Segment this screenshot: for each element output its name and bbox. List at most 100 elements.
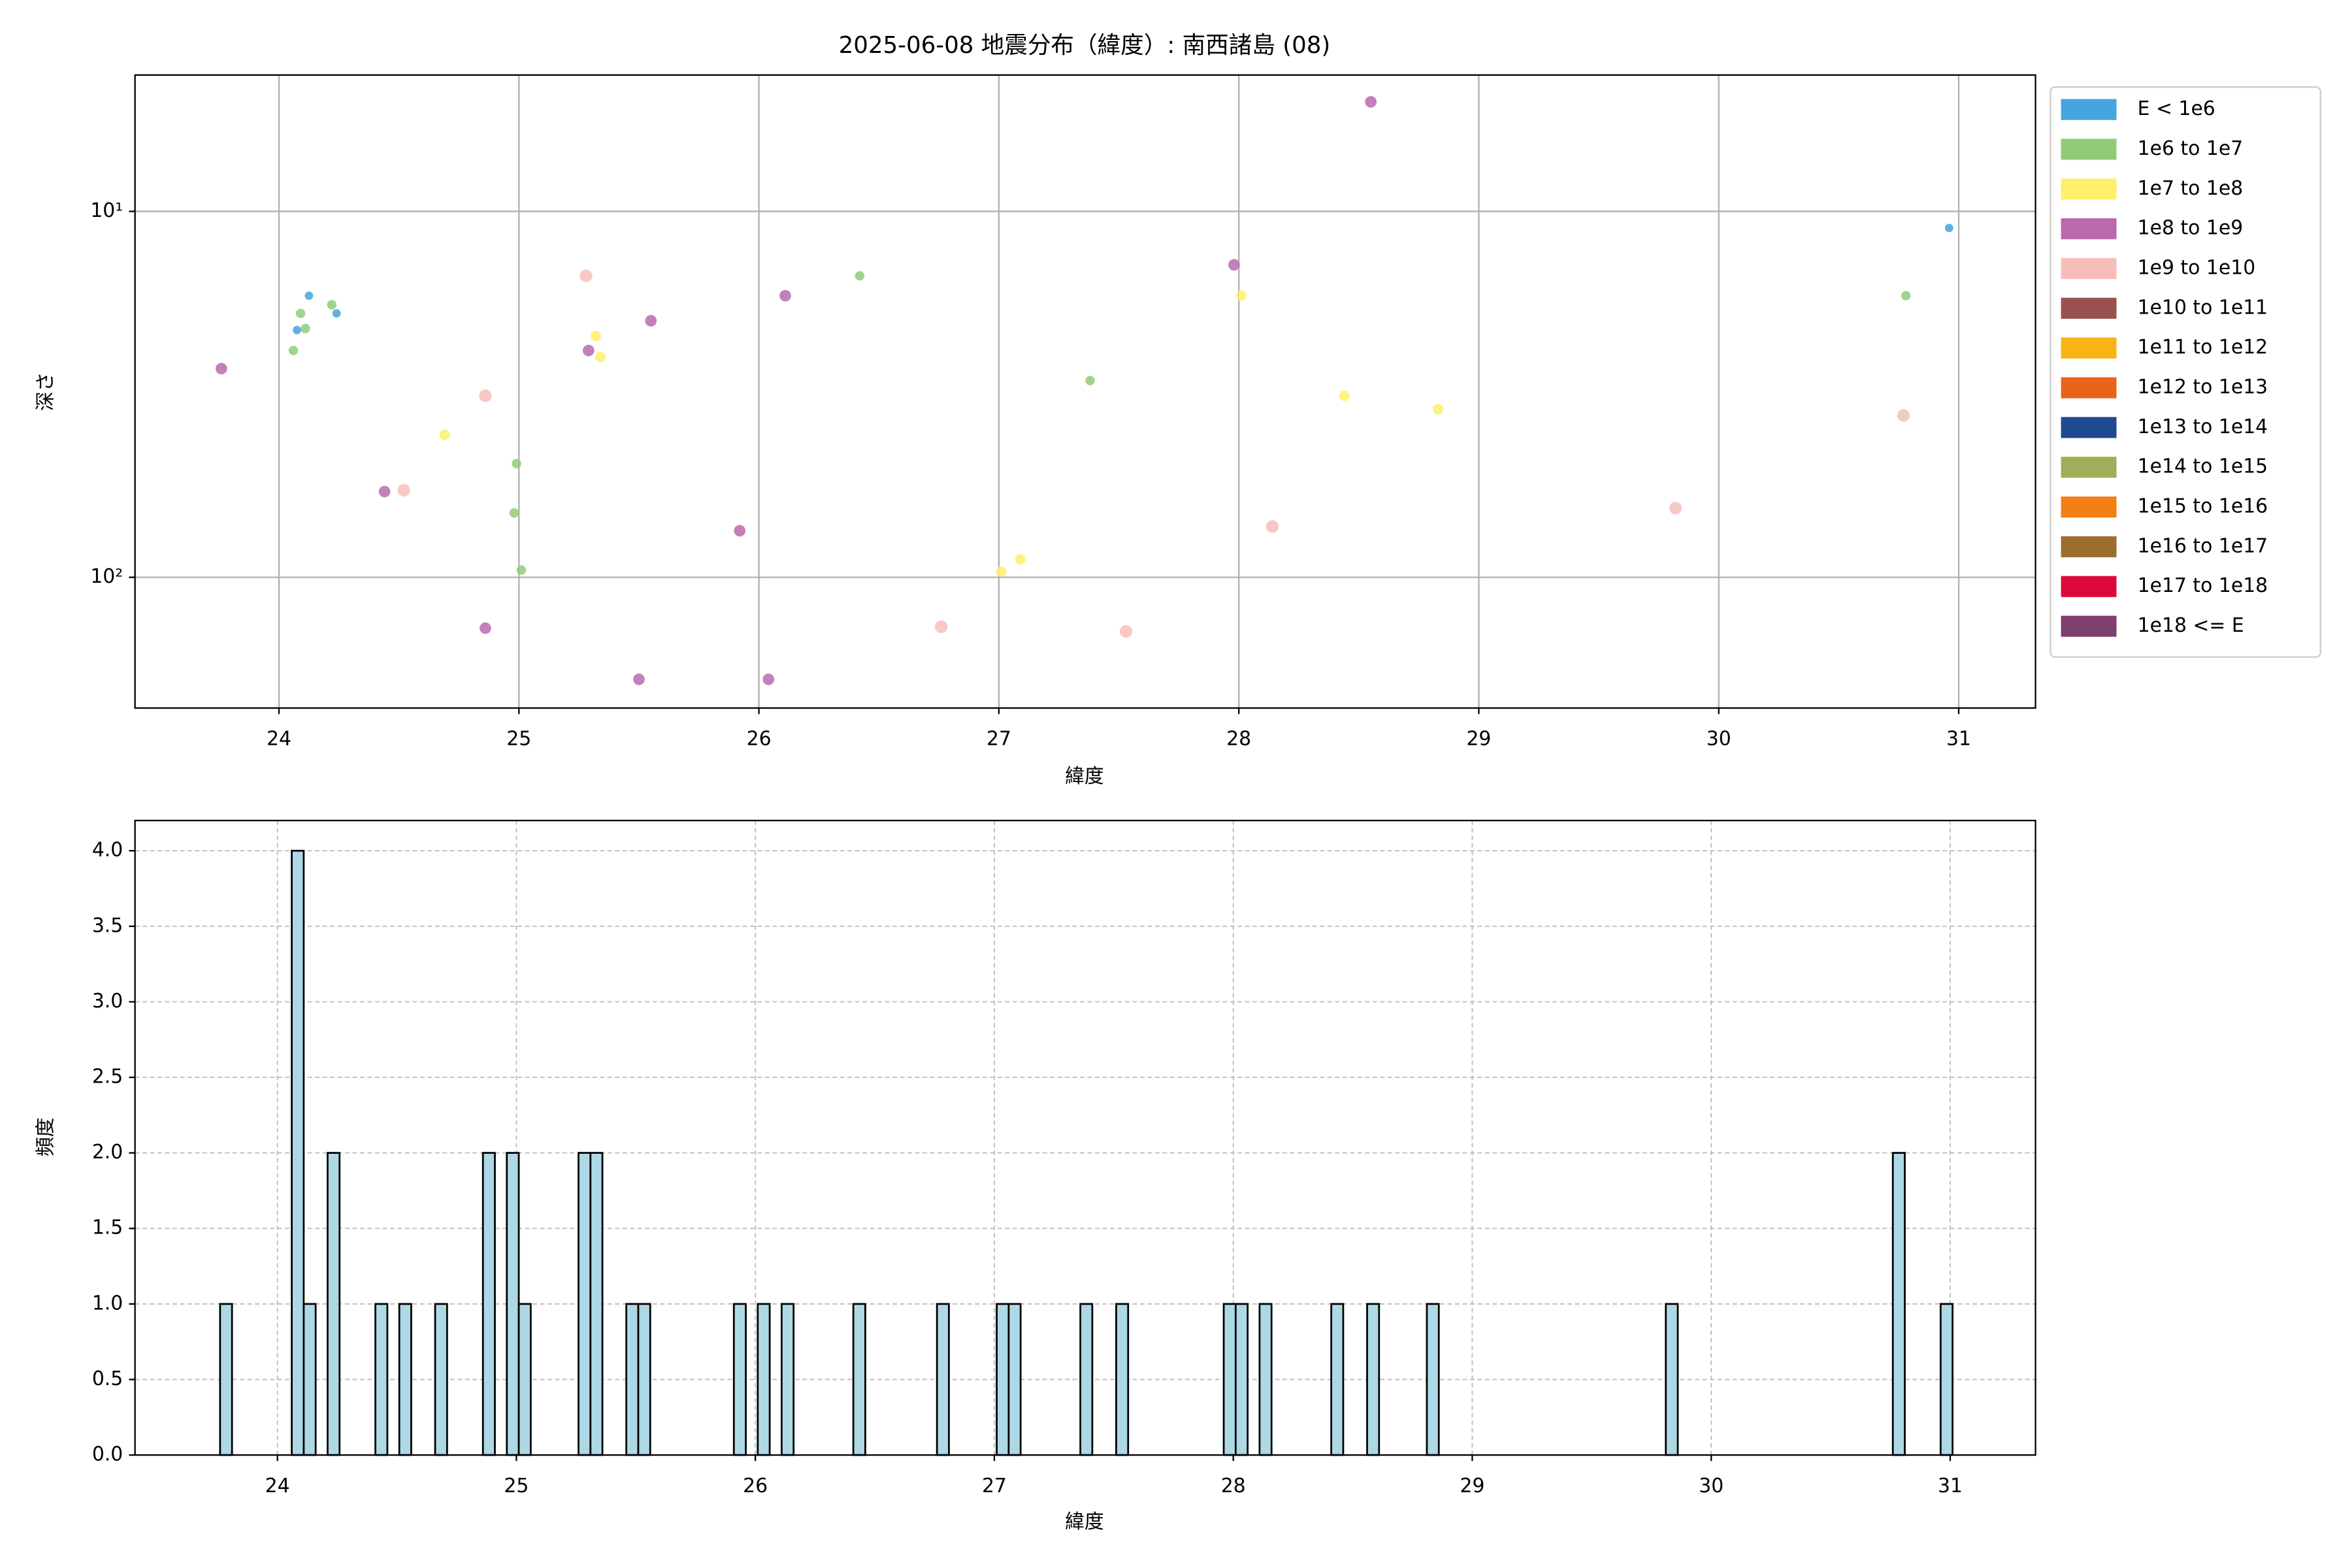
histogram-bar xyxy=(1234,1303,1249,1456)
scatter-point xyxy=(633,673,645,685)
legend-swatch xyxy=(2061,457,2117,478)
y-tick-label: 10² xyxy=(90,565,123,588)
x-tick-label: 25 xyxy=(504,1475,529,1497)
histogram-bar xyxy=(374,1303,389,1456)
histogram-bar xyxy=(1258,1303,1273,1456)
x-tick-label: 31 xyxy=(1938,1475,1963,1497)
legend-swatch xyxy=(2061,536,2117,557)
scatter-point xyxy=(590,331,601,342)
axes-frame xyxy=(134,74,2036,709)
histogram-bar xyxy=(1939,1303,1954,1456)
x-tick-label: 30 xyxy=(1707,727,1731,750)
histogram-bar xyxy=(398,1303,412,1456)
histogram-bar xyxy=(852,1303,866,1456)
histogram-bar xyxy=(781,1303,795,1456)
histogram-bar xyxy=(506,1152,520,1456)
histogram-bar xyxy=(757,1303,771,1456)
scatter-point xyxy=(304,291,314,301)
y-tick-label: 2.0 xyxy=(92,1141,123,1164)
scatter-point xyxy=(509,508,519,518)
scatter-point xyxy=(595,351,606,363)
scatter-point xyxy=(1085,376,1095,385)
scatter-point xyxy=(332,309,341,318)
scatter-point xyxy=(996,566,1007,577)
legend-label: 1e10 to 1e11 xyxy=(2138,296,2268,319)
histogram-bar xyxy=(482,1152,496,1456)
y-tick-label: 0.0 xyxy=(92,1443,123,1466)
histogram-bar xyxy=(517,1303,532,1456)
legend-swatch xyxy=(2061,337,2117,359)
legend-label: 1e8 to 1e9 xyxy=(2138,217,2244,240)
scatter-point xyxy=(516,565,527,575)
plot-area xyxy=(135,74,2036,708)
scatter-point xyxy=(935,620,948,633)
histogram-bar xyxy=(1330,1303,1345,1456)
scatter-point xyxy=(301,323,310,334)
legend-label: E < 1e6 xyxy=(2138,97,2215,120)
y-axis-label: 深さ xyxy=(35,372,57,411)
histogram-bar xyxy=(625,1303,640,1456)
legend-swatch xyxy=(2061,576,2117,597)
x-tick-label: 28 xyxy=(1226,727,1251,750)
histogram-bar xyxy=(434,1303,448,1456)
histogram-bar xyxy=(219,1303,233,1456)
scatter-point xyxy=(1669,502,1682,515)
scatter-point xyxy=(1119,625,1133,638)
x-tick-label: 25 xyxy=(506,727,531,750)
scatter-point xyxy=(1944,223,1953,233)
scatter-point xyxy=(512,459,521,468)
legend-box xyxy=(2050,86,2321,658)
axes-frame xyxy=(134,819,2036,1456)
y-tick-label: 1.5 xyxy=(92,1217,123,1239)
histogram-bar xyxy=(996,1303,1010,1456)
scatter-point xyxy=(293,325,301,335)
x-tick-label: 26 xyxy=(743,1475,768,1497)
legend-swatch xyxy=(2061,139,2117,160)
legend-label: 1e16 to 1e17 xyxy=(2138,534,2268,557)
x-tick-label: 27 xyxy=(982,1475,1007,1497)
histogram-bar xyxy=(936,1303,950,1456)
scatter-point xyxy=(378,485,391,498)
legend-swatch xyxy=(2061,417,2117,438)
y-tick-label: 1.0 xyxy=(92,1292,123,1315)
x-tick-label: 28 xyxy=(1221,1475,1246,1497)
legend-swatch xyxy=(2061,615,2117,637)
scatter-point xyxy=(1365,96,1377,108)
legend-label: 1e15 to 1e16 xyxy=(2138,495,2268,518)
histogram-bar xyxy=(637,1303,651,1456)
x-axis-label: 緯度 xyxy=(1065,1511,1104,1533)
legend-swatch xyxy=(2061,297,2117,319)
histogram-bar xyxy=(327,1152,341,1456)
legend-swatch xyxy=(2061,99,2117,120)
legend-swatch xyxy=(2061,257,2117,280)
histogram-bar xyxy=(1007,1303,1022,1456)
legend-label: 1e11 to 1e12 xyxy=(2138,336,2268,359)
legend-label: 1e6 to 1e7 xyxy=(2138,137,2244,160)
x-axis-label: 緯度 xyxy=(1065,765,1104,788)
scatter-point xyxy=(1015,554,1026,565)
scatter-point xyxy=(288,346,299,355)
scatter-point xyxy=(734,525,746,537)
scatter-point xyxy=(779,289,791,302)
scatter-point xyxy=(1897,409,1910,422)
y-tick-label: 3.0 xyxy=(92,990,123,1013)
histogram-bar xyxy=(589,1152,604,1456)
scatter-point xyxy=(1235,290,1247,301)
scatter-point xyxy=(480,622,491,634)
x-tick-label: 29 xyxy=(1466,727,1491,750)
histogram-bar xyxy=(1115,1303,1130,1456)
scatter-point xyxy=(479,389,492,402)
scatter-point xyxy=(1266,520,1279,533)
histogram-bar xyxy=(1366,1303,1380,1456)
scatter-point xyxy=(580,269,593,282)
y-tick-label: 4.0 xyxy=(92,839,123,862)
x-tick-label: 26 xyxy=(747,727,772,750)
x-tick-label: 31 xyxy=(1946,727,1971,750)
scatter-point xyxy=(762,673,775,685)
scatter-point xyxy=(397,483,410,497)
y-tick-label: 2.5 xyxy=(92,1065,123,1088)
scatter-point xyxy=(439,429,450,440)
legend-label: 1e14 to 1e15 xyxy=(2138,455,2268,478)
scatter-point xyxy=(1901,291,1911,301)
